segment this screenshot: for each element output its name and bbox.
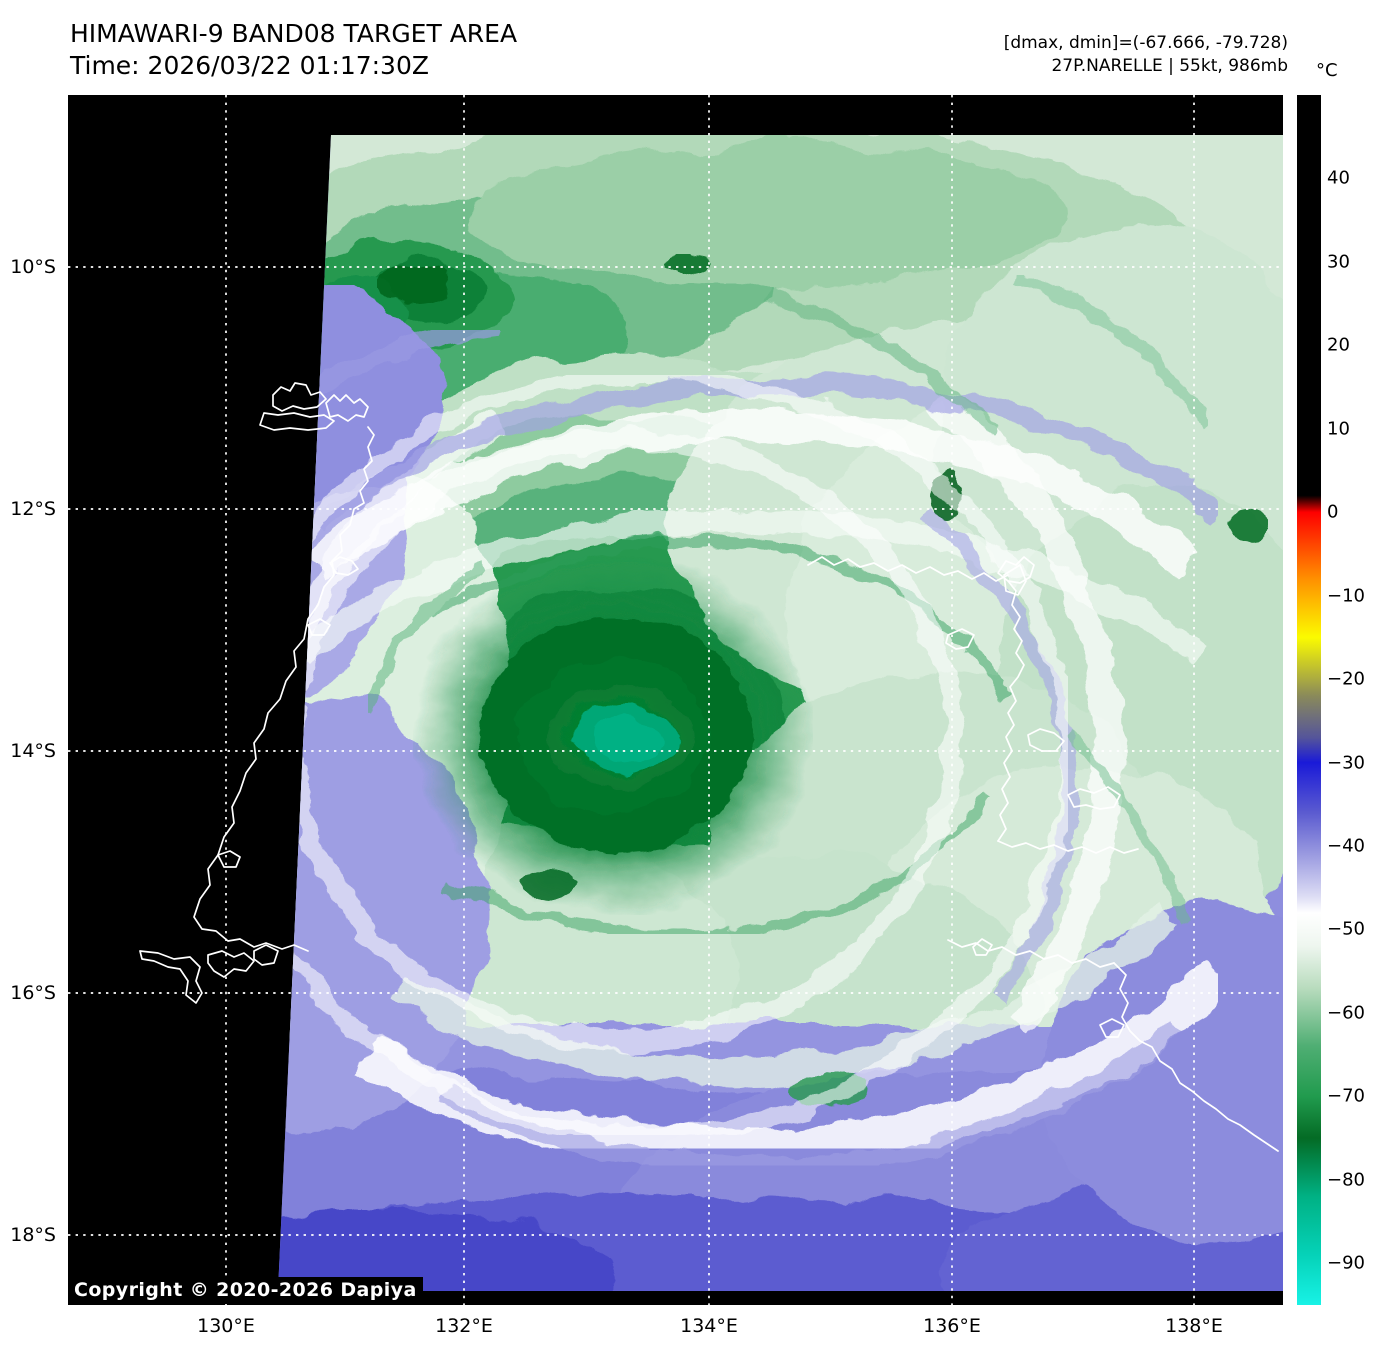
latitude-axis: 10°S 12°S 14°S 16°S 18°S: [0, 95, 66, 1305]
colorbar-tick-label: −60: [1327, 1002, 1365, 1024]
colorbar-tick-label: −50: [1327, 918, 1365, 940]
lon-tick-label: 136°E: [923, 1315, 981, 1337]
lat-tick-label: 18°S: [10, 1224, 56, 1246]
colorbar-gradient: [1297, 95, 1321, 1305]
page-title: HIMAWARI-9 BAND08 TARGET AREA Time: 2026…: [70, 18, 517, 82]
colorbar-unit-label: °C: [1316, 60, 1338, 81]
colorbar-tick-label: −30: [1327, 752, 1365, 774]
colorbar-tick-label: 10: [1327, 418, 1350, 440]
title-product: HIMAWARI-9 BAND08 TARGET AREA: [70, 19, 518, 48]
colorbar-tick-label: −10: [1327, 585, 1365, 607]
lon-tick-label: 134°E: [680, 1315, 738, 1337]
coastline-overlay: [139, 382, 1279, 1152]
lat-tick-label: 12°S: [10, 498, 56, 520]
longitude-axis: 130°E 132°E 134°E 136°E 138°E: [0, 1305, 1388, 1345]
lon-tick-label: 138°E: [1165, 1315, 1223, 1337]
colorbar-tick-label: −70: [1327, 1085, 1365, 1107]
colorbar-tick-label: 0: [1327, 501, 1339, 523]
colorbar-tick-label: 40: [1327, 167, 1350, 189]
colorbar-tick-label: 30: [1327, 251, 1350, 273]
lat-tick-label: 16°S: [10, 982, 56, 1004]
dmax-dmin-label: [dmax, dmin]=(-67.666, -79.728): [1003, 33, 1288, 53]
colorbar-tick-label: 20: [1327, 334, 1350, 356]
gridlines: [68, 95, 1283, 1305]
storm-info-label: 27P.NARELLE | 55kt, 986mb: [1051, 56, 1288, 76]
colorbar-tick-label: −90: [1327, 1252, 1365, 1274]
copyright-notice: Copyright © 2020-2026 Dapiya: [70, 1277, 423, 1304]
satellite-image-plot[interactable]: [68, 95, 1283, 1305]
lon-tick-label: 130°E: [197, 1315, 255, 1337]
lat-tick-label: 10°S: [10, 256, 56, 278]
lat-tick-label: 14°S: [10, 740, 56, 762]
metadata-block: [dmax, dmin]=(-67.666, -79.728) 27P.NARE…: [1004, 32, 1288, 78]
title-time: Time: 2026/03/22 01:17:30Z: [70, 51, 429, 80]
colorbar-tick-label: −80: [1327, 1169, 1365, 1191]
satellite-imagery: [68, 95, 1283, 1305]
colorbar[interactable]: [1297, 95, 1321, 1305]
colorbar-tick-label: −20: [1327, 668, 1365, 690]
colorbar-tick-label: −40: [1327, 835, 1365, 857]
lon-tick-label: 132°E: [435, 1315, 493, 1337]
